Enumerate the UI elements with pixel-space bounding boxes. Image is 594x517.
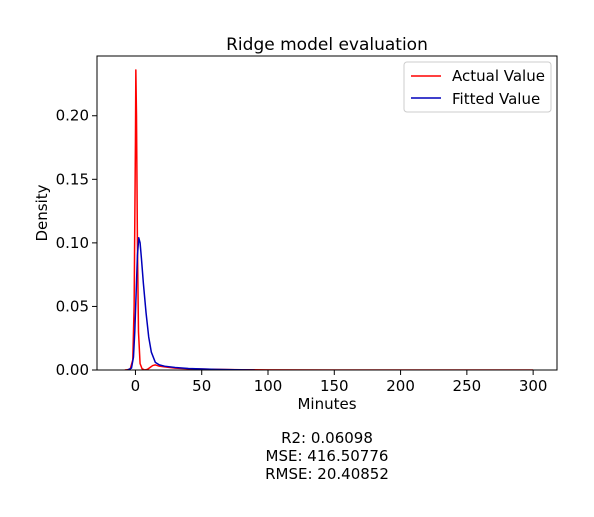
metrics-text: R2: 0.06098 MSE: 416.50776 RMSE: 20.4085… (265, 429, 389, 483)
series-line-fitted-value (127, 237, 255, 370)
plot-frame (96, 55, 558, 371)
x-tick-label: 50 (192, 377, 211, 395)
x-tick-label: 150 (320, 377, 349, 395)
x-tick-label: 250 (453, 377, 482, 395)
legend: Actual Value Fitted Value (403, 61, 552, 113)
legend-label-actual-value: Actual Value (452, 67, 545, 85)
x-axis-label: Minutes (297, 395, 356, 413)
y-tick-label: 0.15 (56, 170, 89, 188)
chart-title: Ridge model evaluation (226, 35, 428, 55)
legend-box (403, 61, 552, 113)
x-tick-label: 300 (519, 377, 548, 395)
y-tick-label: 0.00 (56, 361, 89, 379)
y-tick-label: 0.10 (56, 234, 89, 252)
y-tick-label: 0.05 (56, 297, 89, 315)
x-tick-label: 100 (254, 377, 283, 395)
legend-label-fitted-value: Fitted Value (452, 90, 540, 108)
y-axis-label: Density (33, 184, 51, 241)
y-axis: 0.00 0.05 0.10 0.15 0.20 (56, 107, 97, 379)
y-tick-label: 0.20 (56, 107, 89, 125)
mse-text: MSE: 416.50776 (266, 447, 389, 465)
rmse-text: RMSE: 20.40852 (265, 465, 389, 483)
r2-text: R2: 0.06098 (281, 429, 373, 447)
x-axis: 0 50 100 150 200 250 300 (131, 370, 548, 395)
x-tick-label: 0 (131, 377, 141, 395)
x-tick-label: 200 (386, 377, 415, 395)
